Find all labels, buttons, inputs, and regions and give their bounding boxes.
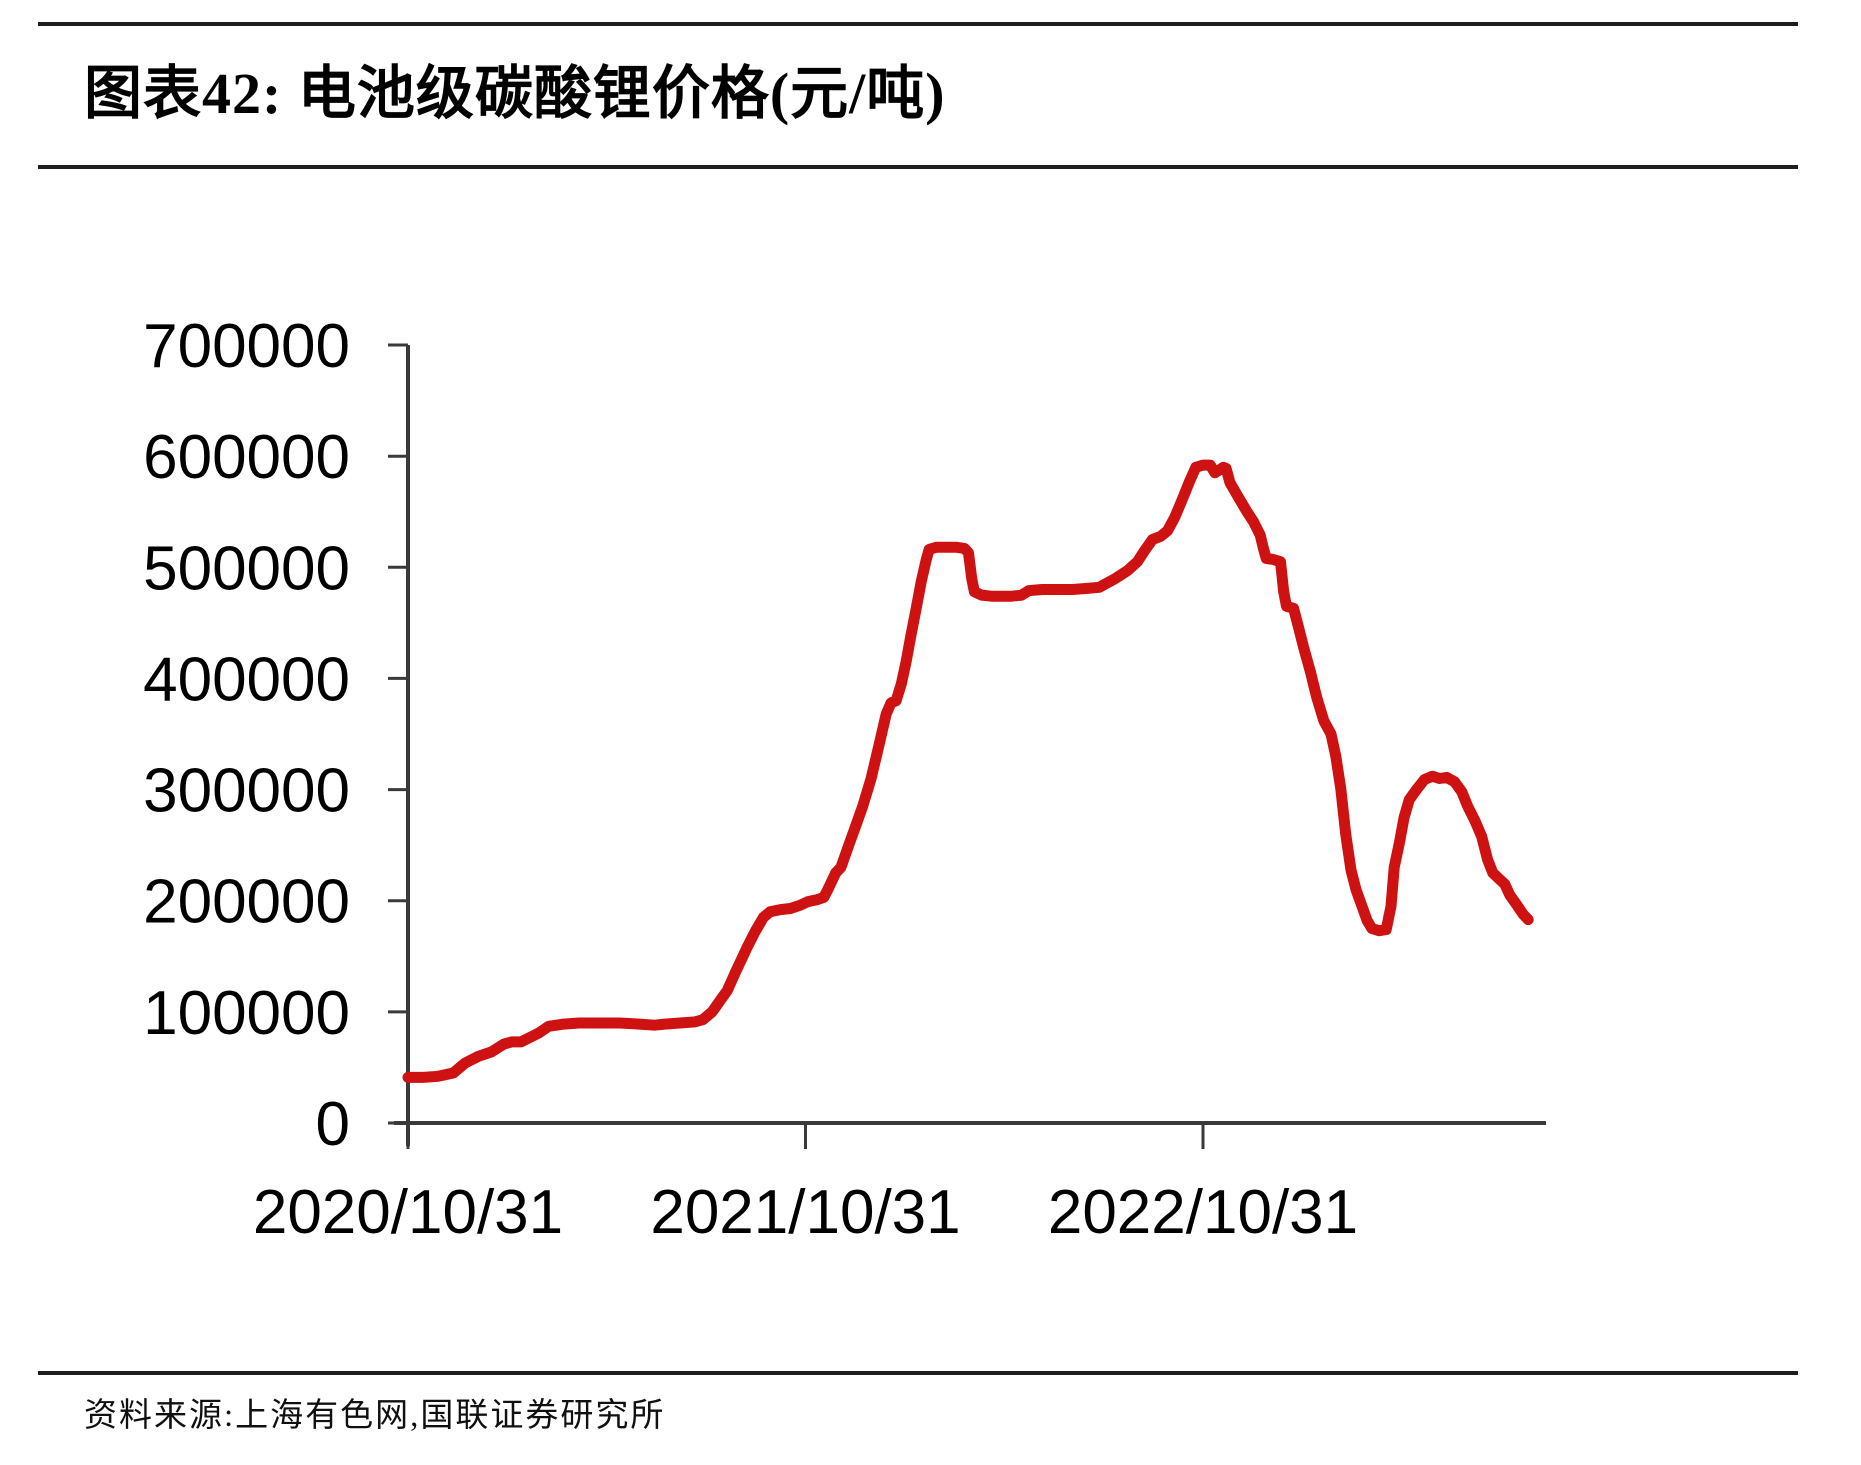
y-tick-label: 700000 [143, 312, 350, 381]
y-tick-label: 100000 [143, 979, 350, 1048]
y-tick-label: 500000 [143, 534, 350, 603]
x-tick-label: 2021/10/31 [650, 1178, 960, 1247]
top-rule [38, 22, 1798, 26]
y-tick-label: 400000 [143, 645, 350, 714]
x-tick-label: 2022/10/31 [1048, 1178, 1358, 1247]
footer-rule [38, 1371, 1798, 1375]
figure-title: 图表42: 电池级碳酸锂价格(元/吨) [84, 61, 946, 126]
title-divider-rule [38, 165, 1798, 169]
price-line [402, 459, 1534, 1083]
y-tick-label: 200000 [143, 868, 350, 937]
y-tick-label: 0 [316, 1090, 350, 1159]
x-tick-label: 2020/10/31 [253, 1178, 563, 1247]
source-note: 资料来源:上海有色网,国联证券研究所 [84, 1398, 666, 1434]
y-tick-label: 600000 [143, 423, 350, 492]
y-tick-label: 300000 [143, 757, 350, 826]
